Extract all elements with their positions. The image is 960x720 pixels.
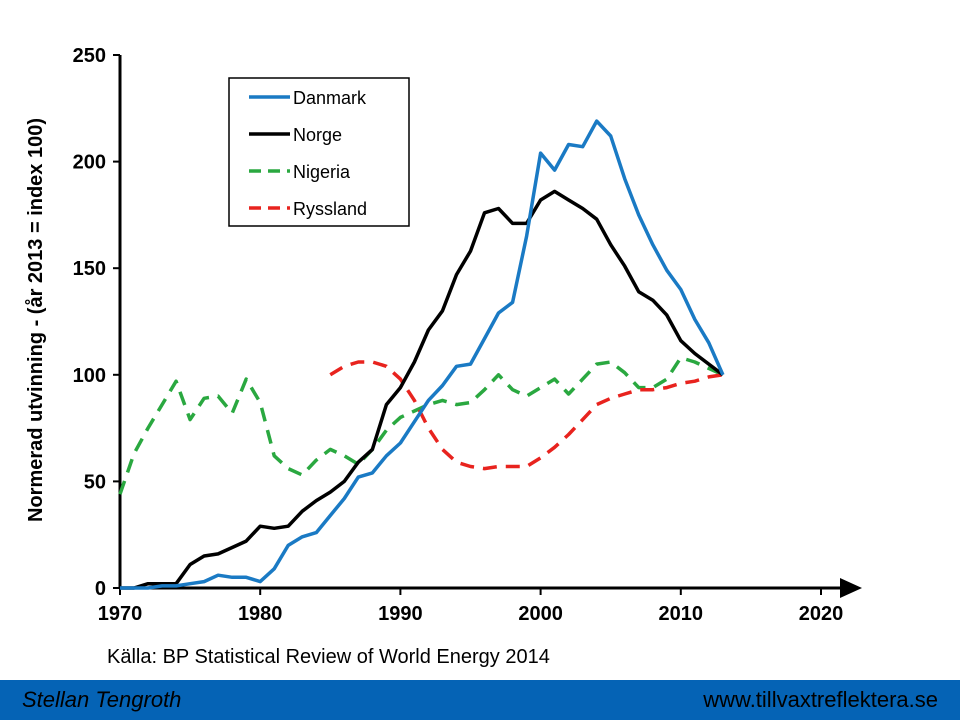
y-tick-label: 100 [73, 365, 106, 387]
y-tick-label: 250 [73, 45, 106, 67]
legend-box [228, 77, 410, 227]
series-lines [118, 119, 725, 590]
source-note: Källa: BP Statistical Review of World En… [107, 646, 550, 668]
y-tick-label: 50 [84, 471, 106, 493]
series-line-norge [120, 189, 724, 590]
author-name: Stellan Tengroth [22, 687, 182, 712]
y-tick-label: 200 [73, 152, 106, 174]
x-tick-label: 2020 [799, 603, 844, 625]
y-tick-label: 150 [73, 258, 106, 280]
series-line-danmark [120, 119, 725, 590]
y-axis-ticks: 0 50 100 150 200 250 [73, 45, 120, 600]
series-line-ryssland [329, 360, 724, 471]
legend-label-ryssland: Ryssland [293, 199, 367, 219]
legend-label-danmark: Danmark [293, 88, 367, 108]
legend: Danmark Norge Nigeria Ryssland [228, 77, 410, 227]
y-axis-label: Normerad utvinning - (år 2013 = index 10… [24, 118, 47, 522]
axes [118, 55, 862, 598]
x-tick-label: 2000 [518, 603, 563, 625]
legend-label-norge: Norge [293, 125, 342, 145]
x-axis-ticks: 1970 1980 1990 2000 2010 2020 [98, 588, 844, 625]
x-axis-arrow [840, 578, 862, 598]
chart: 1970 1980 1990 2000 2010 2020 0 50 100 150 200 250… [24, 45, 862, 625]
series-line-nigeria [118, 355, 724, 495]
x-tick-label: 2010 [659, 603, 704, 625]
legend-label-nigeria: Nigeria [293, 162, 351, 182]
x-tick-label: 1980 [238, 603, 283, 625]
website-link[interactable]: www.tillvaxtreflektera.se [703, 687, 938, 712]
x-tick-label: 1970 [98, 603, 143, 625]
y-tick-label: 0 [95, 578, 106, 600]
footer-bar: Stellan Tengroth www.tillvaxtreflektera.… [0, 680, 960, 720]
x-tick-label: 1990 [378, 603, 423, 625]
